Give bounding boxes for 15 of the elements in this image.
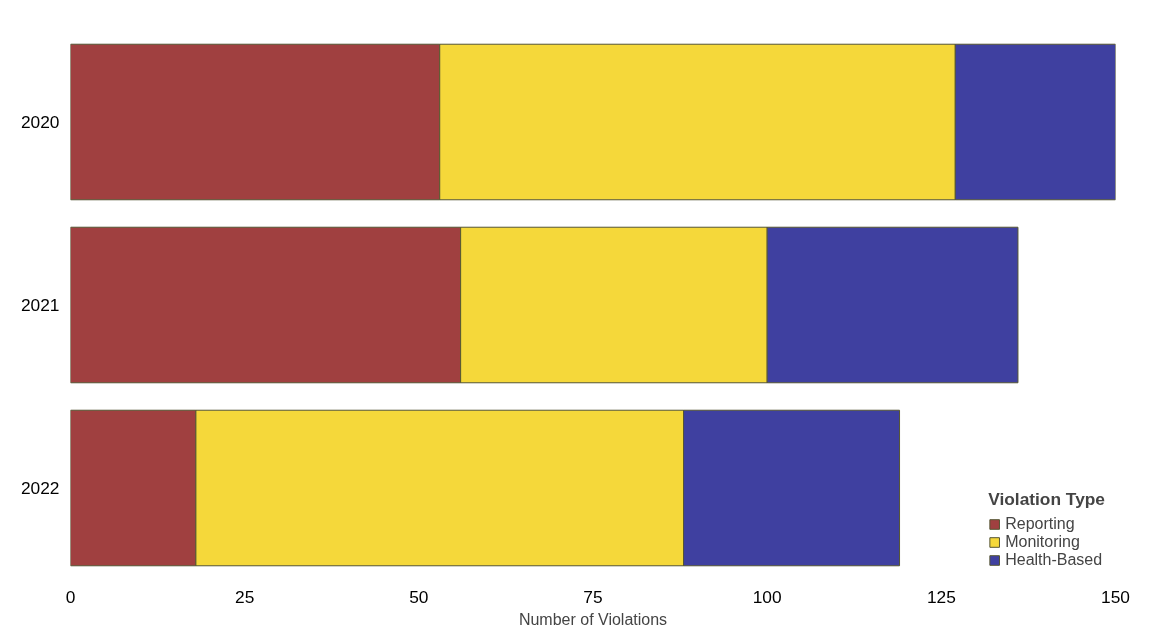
x-tick-label: 150 bbox=[1101, 586, 1130, 607]
x-tick-label: 25 bbox=[235, 586, 255, 607]
legend-label: Reporting bbox=[1005, 515, 1075, 533]
y-tick-label: 2020 bbox=[20, 112, 60, 132]
y-tick-label: 2022 bbox=[20, 478, 60, 498]
x-tick-label: 50 bbox=[409, 586, 429, 607]
x-axis-title: Number of Violations bbox=[518, 610, 668, 628]
legend-label: Health-Based bbox=[1005, 551, 1103, 569]
x-tick-label: 75 bbox=[583, 586, 603, 607]
x-tick-label: 125 bbox=[926, 586, 956, 607]
x-tick-label: 100 bbox=[752, 586, 782, 607]
x-tick-label: 0 bbox=[65, 586, 76, 607]
y-tick-label: 2021 bbox=[20, 295, 60, 315]
legend-title: Violation Type bbox=[988, 489, 1105, 510]
legend-label: Monitoring bbox=[1005, 533, 1080, 551]
